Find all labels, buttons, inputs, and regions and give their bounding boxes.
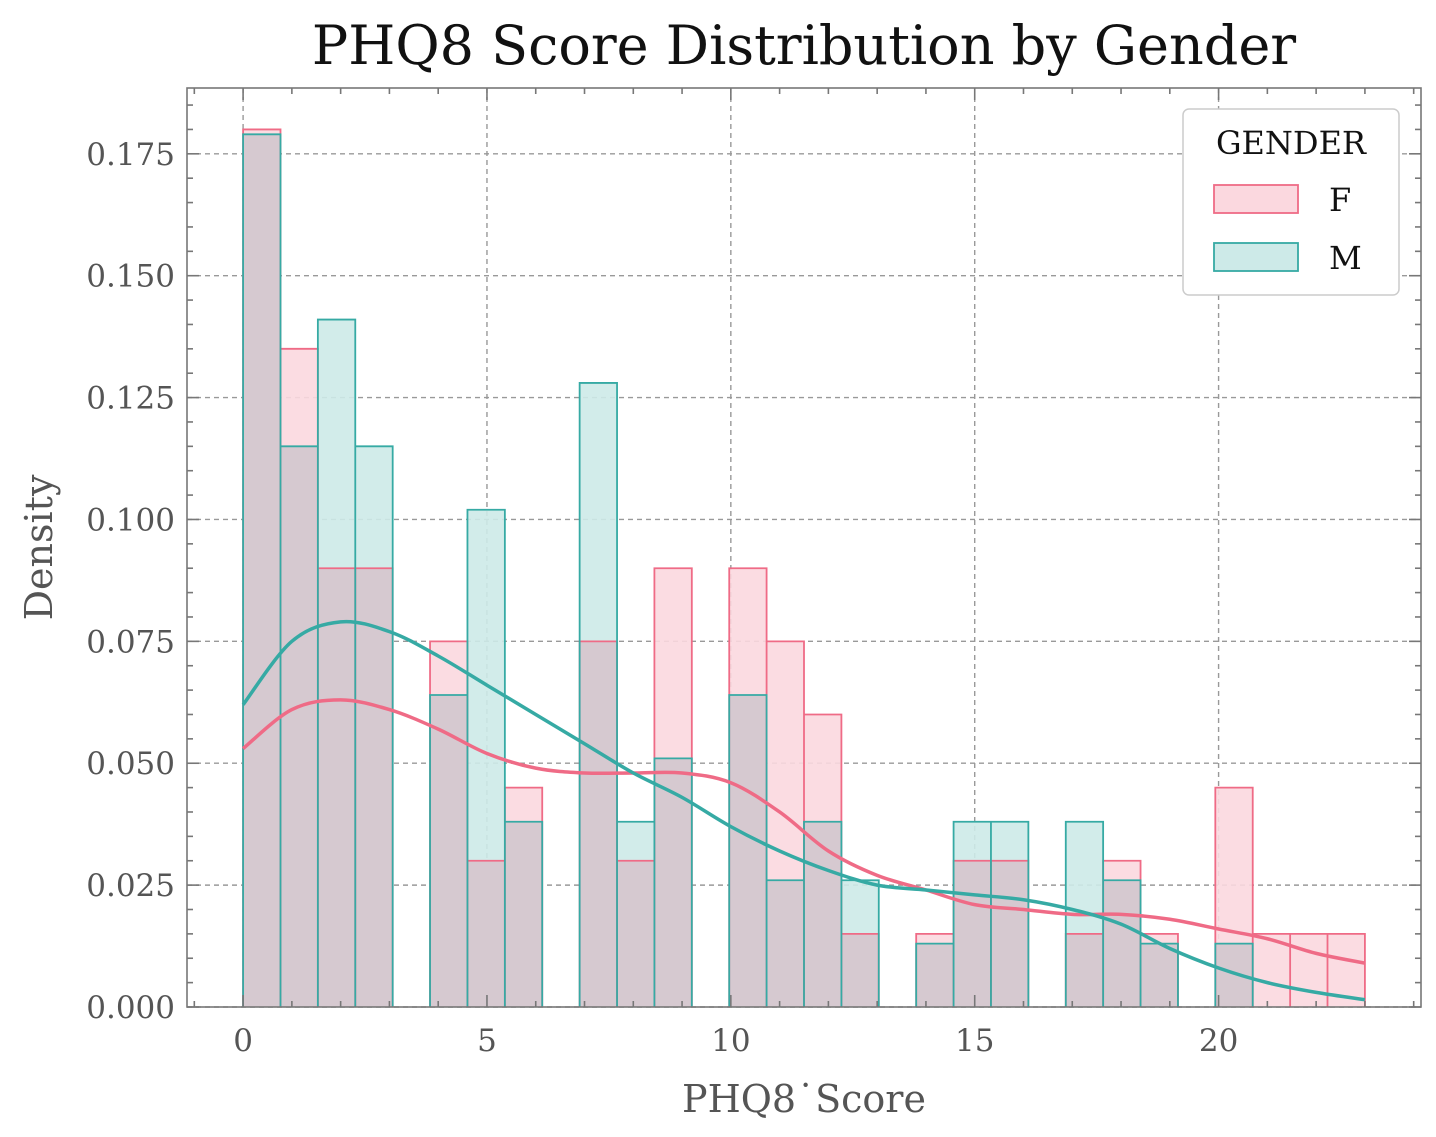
x-tick-label: 15 [955,1023,994,1059]
kde-curves [241,619,1366,1002]
bar-overlap [1065,933,1104,1007]
bar-overlap [617,860,655,1007]
y-tick-label: 0.125 [86,381,175,417]
y-axis-label: Density [17,474,61,620]
legend: GENDER FM [1182,108,1400,296]
bar-overlap [916,943,954,1007]
bar-overlap [1215,943,1253,1007]
bar-overlap [1140,943,1178,1007]
axis-ticks [187,88,1421,1008]
chart-title: PHQ8 Score Distribution by Gender [312,14,1296,77]
legend-items: FM [1213,181,1362,277]
bar-overlap [243,134,281,1007]
bar-overlap [729,694,767,1007]
bar-overlap [355,568,393,1007]
x-tick-labels: 0 5 10 15 20 [233,1023,1238,1059]
x-tick-label: 20 [1199,1023,1238,1059]
plot-frame [186,87,1422,1008]
bar-F [1290,933,1328,1007]
legend-swatch [1213,184,1299,214]
bar-overlap [280,446,318,1007]
legend-item-M: M [1213,239,1362,277]
x-axis-label: PHQ8˙Score [682,1077,926,1121]
bar-overlap [654,758,692,1007]
bar-overlap [990,860,1029,1007]
bar-overlap [953,860,991,1007]
bar-overlap [467,860,505,1007]
y-tick-label: 0.150 [86,259,175,295]
kde-curve-F [241,698,1366,965]
bar-overlap [504,821,543,1007]
x-tick-label: 5 [477,1023,497,1059]
bar-F [1252,933,1291,1007]
series-M-outline [242,133,1254,1007]
y-tick-label: 0.050 [86,746,175,782]
bar-overlap [804,821,842,1007]
x-tick-label: 10 [711,1023,750,1059]
bar-overlap [317,568,356,1007]
legend-label: F [1329,181,1351,219]
bar-overlap [841,933,879,1007]
y-tick-label: 0.075 [86,624,175,660]
y-tick-label: 0.000 [86,990,175,1026]
y-tick-label: 0.100 [86,502,175,538]
y-tick-label: 0.025 [86,868,175,904]
legend-title: GENDER [1216,124,1367,162]
bar-overlap [1103,880,1141,1007]
series-F-outline [242,128,1366,1007]
y-tick-labels: 0.000 0.025 0.050 0.075 0.100 0.125 0.150 0.175 [86,137,175,1026]
legend-item-F: F [1213,181,1351,219]
bar-overlap [430,694,468,1007]
bar-overlap [579,641,618,1007]
legend-label: M [1329,239,1362,277]
kde-curve-M [241,619,1366,1002]
legend-swatch [1213,242,1299,272]
y-tick-label: 0.175 [86,137,175,173]
bar-overlap [766,880,804,1007]
x-tick-label: 0 [233,1023,253,1059]
